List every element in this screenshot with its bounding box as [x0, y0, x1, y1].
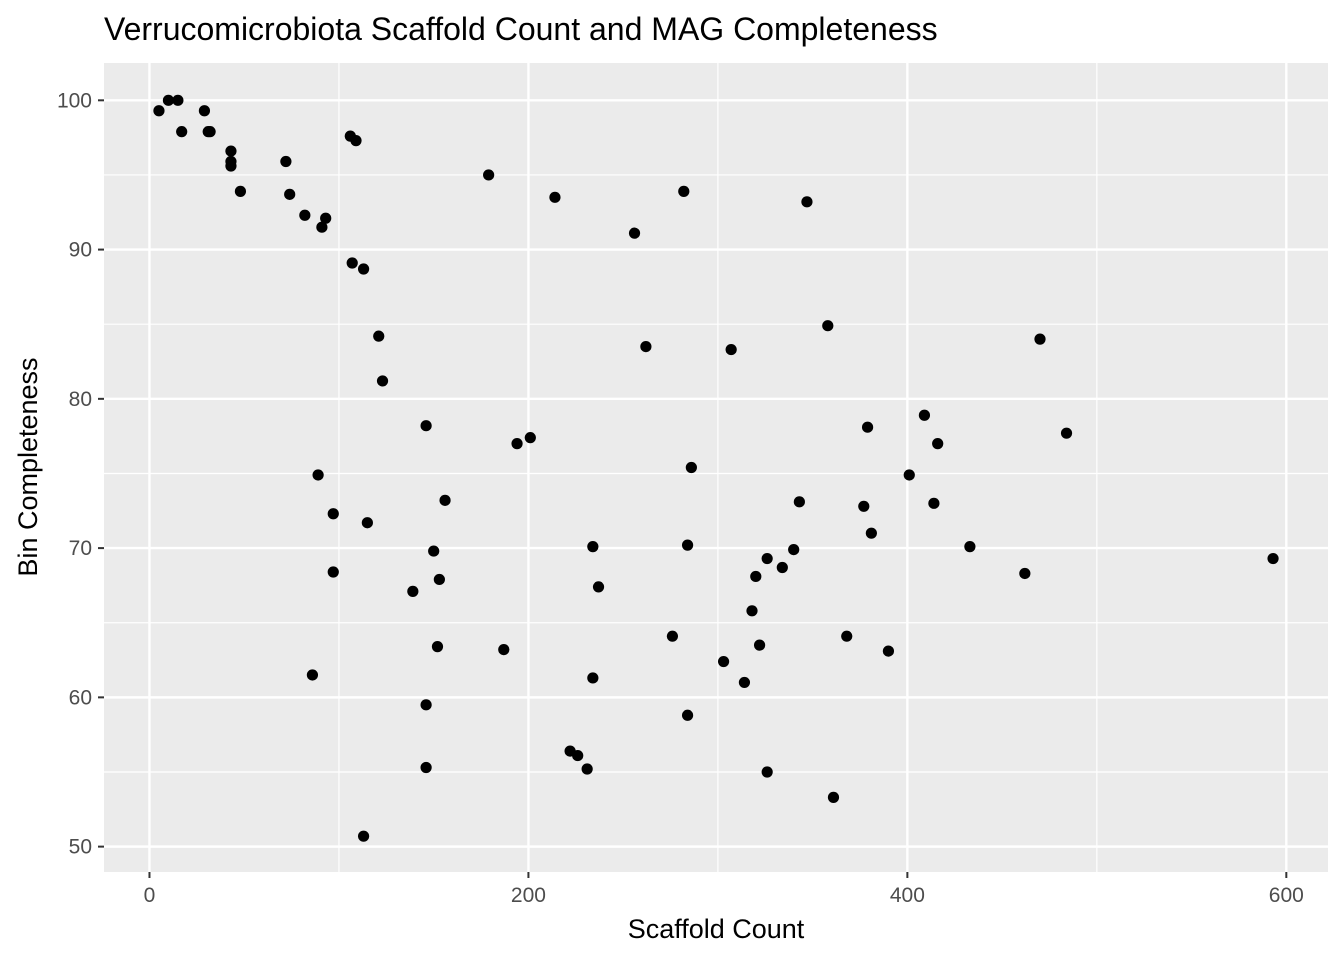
data-point — [204, 126, 216, 138]
data-point — [549, 191, 561, 203]
x-axis-label: Scaffold Count — [628, 914, 805, 944]
data-point — [172, 94, 184, 106]
data-point — [592, 581, 605, 593]
data-point — [801, 196, 813, 208]
x-tick-label: 600 — [1269, 884, 1304, 907]
data-point — [373, 330, 385, 342]
data-point — [483, 169, 495, 181]
data-point — [717, 655, 730, 668]
y-axis-label: Bin Completeness — [13, 357, 43, 576]
data-point — [225, 160, 237, 172]
data-point — [681, 539, 694, 551]
data-point — [666, 630, 679, 642]
data-point — [511, 438, 523, 450]
data-point — [685, 461, 697, 474]
data-points — [153, 94, 1279, 842]
x-tick-label: 200 — [511, 884, 546, 907]
data-point — [357, 830, 370, 842]
data-point — [750, 570, 762, 583]
data-point — [841, 630, 853, 642]
data-point — [753, 639, 766, 651]
y-tick-label: 70 — [69, 537, 92, 560]
x-axis: 0 200 400 600 — [144, 872, 1304, 907]
data-point — [678, 185, 690, 197]
data-point — [681, 709, 694, 721]
chart-title: Verrucomicrobiota Scaffold Count and MAG… — [104, 11, 938, 47]
plot-panel — [104, 63, 1328, 872]
data-point — [153, 105, 165, 117]
data-point — [861, 421, 874, 433]
data-point — [1060, 427, 1073, 439]
data-point — [327, 566, 339, 578]
data-point — [587, 541, 599, 553]
data-point — [827, 791, 840, 803]
x-tick-label: 0 — [144, 884, 156, 907]
data-point — [865, 527, 877, 539]
y-tick-label: 60 — [69, 686, 92, 709]
data-point — [234, 185, 247, 197]
data-point — [628, 227, 641, 239]
data-point — [640, 340, 652, 353]
data-point — [346, 257, 358, 269]
data-point — [198, 105, 211, 117]
data-point — [439, 494, 451, 506]
data-point — [162, 94, 175, 106]
data-point — [433, 573, 445, 586]
data-point — [882, 645, 895, 657]
data-point — [376, 375, 389, 387]
data-point — [738, 676, 751, 689]
data-point — [928, 497, 940, 509]
data-point — [350, 135, 362, 147]
data-point — [746, 605, 758, 617]
data-point — [357, 263, 370, 275]
data-point — [964, 541, 976, 553]
data-point — [316, 221, 328, 233]
data-point — [176, 126, 188, 138]
grid-minor — [104, 63, 1328, 872]
data-point — [284, 188, 296, 200]
data-point — [361, 517, 373, 529]
data-point — [280, 155, 292, 168]
data-point — [761, 766, 773, 778]
y-tick-label: 50 — [69, 836, 92, 859]
data-point — [822, 320, 834, 332]
data-point — [428, 545, 440, 557]
data-point — [299, 209, 311, 221]
data-point — [420, 420, 432, 432]
data-point — [793, 496, 805, 508]
data-point — [431, 641, 444, 653]
data-point — [587, 672, 599, 684]
data-point — [932, 438, 944, 450]
data-point — [420, 761, 432, 774]
data-point — [788, 543, 800, 556]
data-point — [1034, 333, 1046, 345]
data-point — [903, 469, 915, 481]
data-point — [420, 699, 432, 711]
data-point — [1267, 552, 1279, 565]
data-point — [776, 561, 788, 574]
data-point — [761, 552, 773, 565]
grid-major — [104, 63, 1328, 872]
data-point — [581, 763, 593, 775]
data-point — [572, 749, 584, 762]
data-point — [498, 643, 510, 656]
data-point — [407, 585, 419, 597]
data-point — [524, 432, 536, 444]
data-point — [312, 469, 324, 481]
y-tick-label: 90 — [69, 239, 92, 262]
data-point — [306, 669, 319, 681]
data-point — [918, 409, 931, 421]
data-point — [1019, 567, 1031, 580]
data-point — [725, 343, 737, 356]
y-tick-label: 100 — [57, 89, 92, 112]
y-axis: 50 60 70 80 90 100 — [57, 89, 104, 859]
data-point — [225, 145, 237, 157]
x-tick-label: 400 — [890, 884, 925, 907]
y-tick-label: 80 — [69, 388, 92, 411]
data-point — [327, 508, 339, 520]
data-point — [320, 212, 332, 224]
data-point — [858, 500, 870, 512]
